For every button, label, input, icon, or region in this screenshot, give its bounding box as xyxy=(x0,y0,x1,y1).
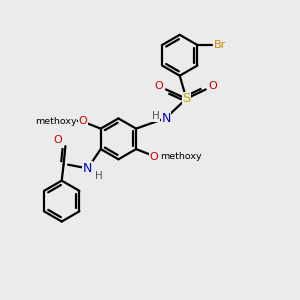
Text: S: S xyxy=(182,92,190,105)
Text: H: H xyxy=(152,111,159,121)
Text: O: O xyxy=(150,152,158,161)
Text: H: H xyxy=(95,171,103,181)
Text: O: O xyxy=(79,116,87,126)
Text: Br: Br xyxy=(214,40,226,50)
Text: O: O xyxy=(53,135,62,145)
Text: O: O xyxy=(154,82,163,92)
Text: N: N xyxy=(83,162,92,175)
Text: methoxy: methoxy xyxy=(160,152,202,161)
Text: N: N xyxy=(161,112,171,124)
Text: O: O xyxy=(209,82,218,92)
Text: methoxy: methoxy xyxy=(35,117,77,126)
